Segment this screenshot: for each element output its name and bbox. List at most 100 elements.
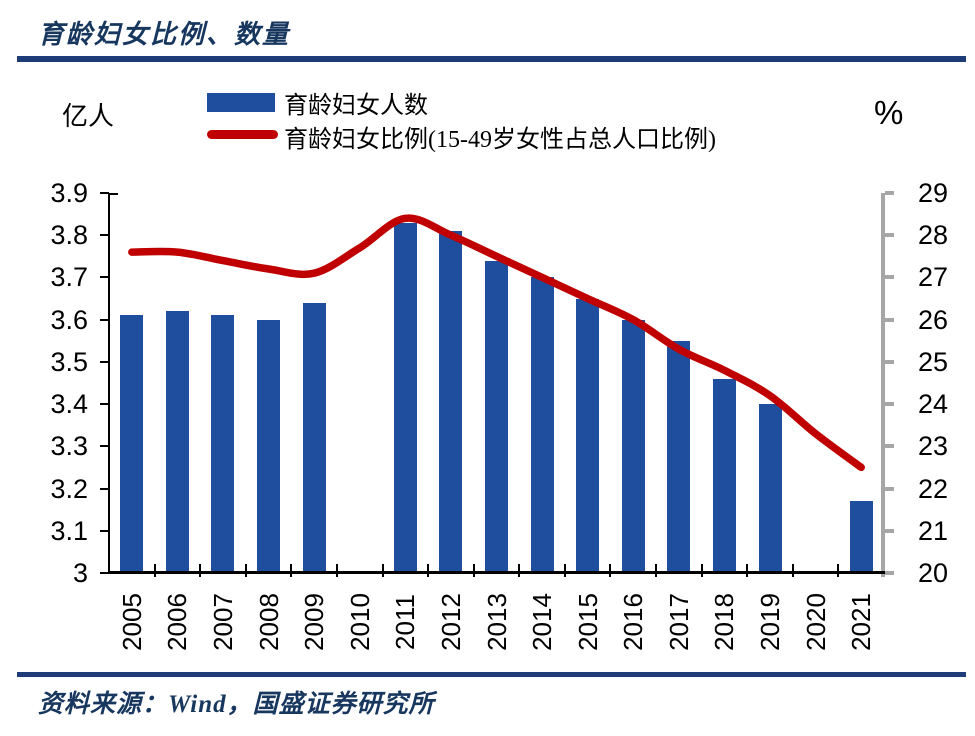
x-axis-tick-label: 2019	[755, 593, 786, 651]
x-axis-tick-label: 2015	[572, 593, 603, 651]
bar-2012	[439, 231, 463, 571]
x-axis-tick-label: 2016	[618, 593, 649, 651]
axis-tick	[100, 529, 109, 532]
y-axis-tick-label-right: 29	[918, 178, 949, 208]
axis-tick	[563, 564, 566, 577]
y-axis-tick-label-right: 28	[918, 220, 949, 251]
bar-2015	[576, 298, 600, 571]
bar-2005	[120, 315, 144, 571]
left-axis-line	[108, 193, 110, 574]
y-axis-tick-label-left: 3.1	[50, 515, 88, 546]
x-axis-tick-label: 2013	[481, 593, 512, 651]
y-axis-tick-label-left: 3	[72, 558, 88, 588]
y-axis-tick-label-right: 24	[918, 389, 949, 420]
bar-2011	[393, 222, 417, 571]
legend-bar-label: 育龄妇女人数	[284, 93, 428, 119]
legend-bar-swatch	[207, 93, 275, 112]
title-divider-rule	[17, 56, 966, 62]
y-axis-tick-label-right: 26	[918, 304, 949, 335]
axis-tick	[335, 564, 338, 577]
axis-tick	[885, 486, 894, 491]
y-axis-tick-label-left: 3.3	[50, 431, 88, 462]
axis-tick	[655, 564, 658, 577]
y-axis-tick-label-left: 3.7	[50, 262, 88, 293]
axis-tick	[746, 564, 749, 577]
legend-line-swatch	[207, 130, 278, 139]
axis-tick	[100, 445, 109, 448]
y-axis-tick-label-left: 3.4	[50, 389, 88, 420]
axis-tick	[885, 275, 894, 280]
axis-tick	[885, 317, 894, 322]
y-axis-tick-label-right: 20	[918, 558, 949, 588]
axis-tick	[100, 234, 109, 237]
axis-tick	[100, 318, 109, 321]
y-axis-tick-label-left: 3.5	[50, 346, 88, 377]
footer-divider-rule	[17, 672, 966, 677]
bar-2018	[712, 378, 736, 571]
axis-tick	[885, 571, 894, 575]
x-axis-tick-label: 2012	[435, 593, 466, 651]
axis-tick	[700, 564, 703, 577]
x-axis-tick-label: 2009	[299, 593, 330, 651]
bar-2019	[758, 404, 782, 571]
axis-tick	[885, 359, 894, 364]
trend-line	[128, 214, 865, 472]
bar-2017	[667, 340, 691, 571]
axis-tick	[290, 564, 293, 577]
axis-tick	[100, 276, 109, 279]
right-axis-line	[881, 193, 885, 577]
bottom-axis-line	[109, 571, 885, 574]
y-axis-tick-label-right: 22	[918, 473, 949, 504]
axis-tick	[885, 444, 894, 449]
data-source-note: 资料来源：Wind，国盛证券研究所	[38, 691, 435, 718]
right-axis-unit-label: %	[874, 94, 904, 131]
axis-tick	[100, 572, 109, 574]
bar-2021	[849, 501, 873, 571]
axis-tick	[609, 564, 612, 577]
axis-tick	[427, 564, 430, 577]
left-axis-unit-label: 亿人	[62, 102, 115, 131]
y-axis-tick-label-left: 3.2	[50, 473, 88, 504]
y-axis-tick-label-left: 3.9	[50, 178, 88, 208]
axis-tick	[885, 233, 894, 238]
x-axis-tick-label: 2020	[800, 593, 831, 651]
y-axis-tick-label-left: 3.8	[50, 220, 88, 251]
x-axis-tick-label: 2005	[116, 593, 147, 651]
axis-tick	[837, 564, 840, 577]
y-axis-tick-label-right: 27	[918, 262, 949, 293]
x-axis-tick-label: 2008	[253, 593, 284, 651]
y-axis-tick-label-right: 23	[918, 431, 949, 462]
axis-tick	[518, 564, 521, 577]
bar-2007	[211, 315, 235, 571]
axis-tick	[109, 193, 118, 195]
axis-tick	[472, 564, 475, 577]
bar-2009	[302, 302, 326, 571]
axis-tick	[885, 402, 894, 407]
x-axis-tick-label: 2006	[162, 593, 193, 651]
axis-tick	[791, 564, 794, 577]
bar-2008	[257, 319, 281, 571]
y-axis-tick-label-right: 21	[918, 515, 949, 546]
x-axis-tick-label: 2010	[344, 593, 375, 651]
axis-tick	[100, 403, 109, 406]
bar-2006	[165, 311, 189, 571]
x-axis-tick-label: 2014	[527, 593, 558, 651]
bar-2014	[530, 277, 554, 571]
legend-line-label: 育龄妇女比例(15-49岁女性占总人口比例)	[284, 127, 716, 153]
y-axis-tick-label-left: 3.6	[50, 304, 88, 335]
x-axis-tick-label: 2007	[207, 593, 238, 651]
axis-tick	[244, 564, 247, 577]
axis-tick	[100, 487, 109, 490]
bar-2013	[485, 260, 508, 571]
trend-line-svg	[128, 214, 865, 472]
y-axis-tick-label-right: 25	[918, 346, 949, 377]
axis-tick	[885, 528, 894, 533]
x-axis-tick-label: 2011	[390, 594, 421, 650]
x-axis-tick-label: 2018	[709, 593, 740, 651]
axis-tick	[199, 564, 202, 577]
plot-area	[100, 191, 894, 577]
bar-2016	[621, 319, 645, 571]
axis-tick	[153, 564, 156, 577]
axis-tick	[100, 192, 109, 194]
